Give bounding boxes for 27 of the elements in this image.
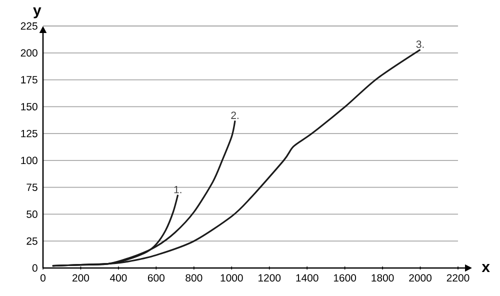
x-tick-label: 600 [148, 274, 164, 282]
y-tick-label: 225 [20, 22, 38, 30]
x-tick-label: 1800 [372, 274, 394, 282]
x-tick-label: 1600 [334, 274, 356, 282]
y-tick-label: 50 [26, 210, 38, 218]
y-tick-label: 0 [32, 264, 38, 272]
y-tick-label: 175 [21, 76, 38, 84]
y-tick-label: 100 [21, 156, 38, 164]
x-tick-label: 2200 [446, 274, 470, 282]
x-tick-label: 1200 [258, 274, 281, 282]
y-tick-label: 125 [21, 130, 38, 138]
x-tick-label: 2000 [409, 274, 432, 282]
x-tick-label: 400 [110, 274, 127, 282]
annotation: 2. [231, 112, 238, 119]
y-tick-label: 200 [20, 49, 38, 57]
y-tick-label: 75 [26, 184, 38, 191]
y-tick-label: 150 [21, 102, 38, 110]
x-tick-label: 1400 [296, 274, 318, 282]
y-tick-label: 25 [26, 237, 38, 245]
annotation: 3. [416, 40, 424, 48]
x-tick-label: 800 [186, 274, 202, 282]
annotation: 1. [174, 186, 182, 194]
y-axis-title: y [33, 7, 42, 18]
x-axis-title: x [482, 264, 490, 272]
x-tick-label: 0 [40, 274, 46, 282]
x-tick-label: 200 [72, 274, 90, 282]
x-tick-label: 1000 [220, 274, 243, 282]
